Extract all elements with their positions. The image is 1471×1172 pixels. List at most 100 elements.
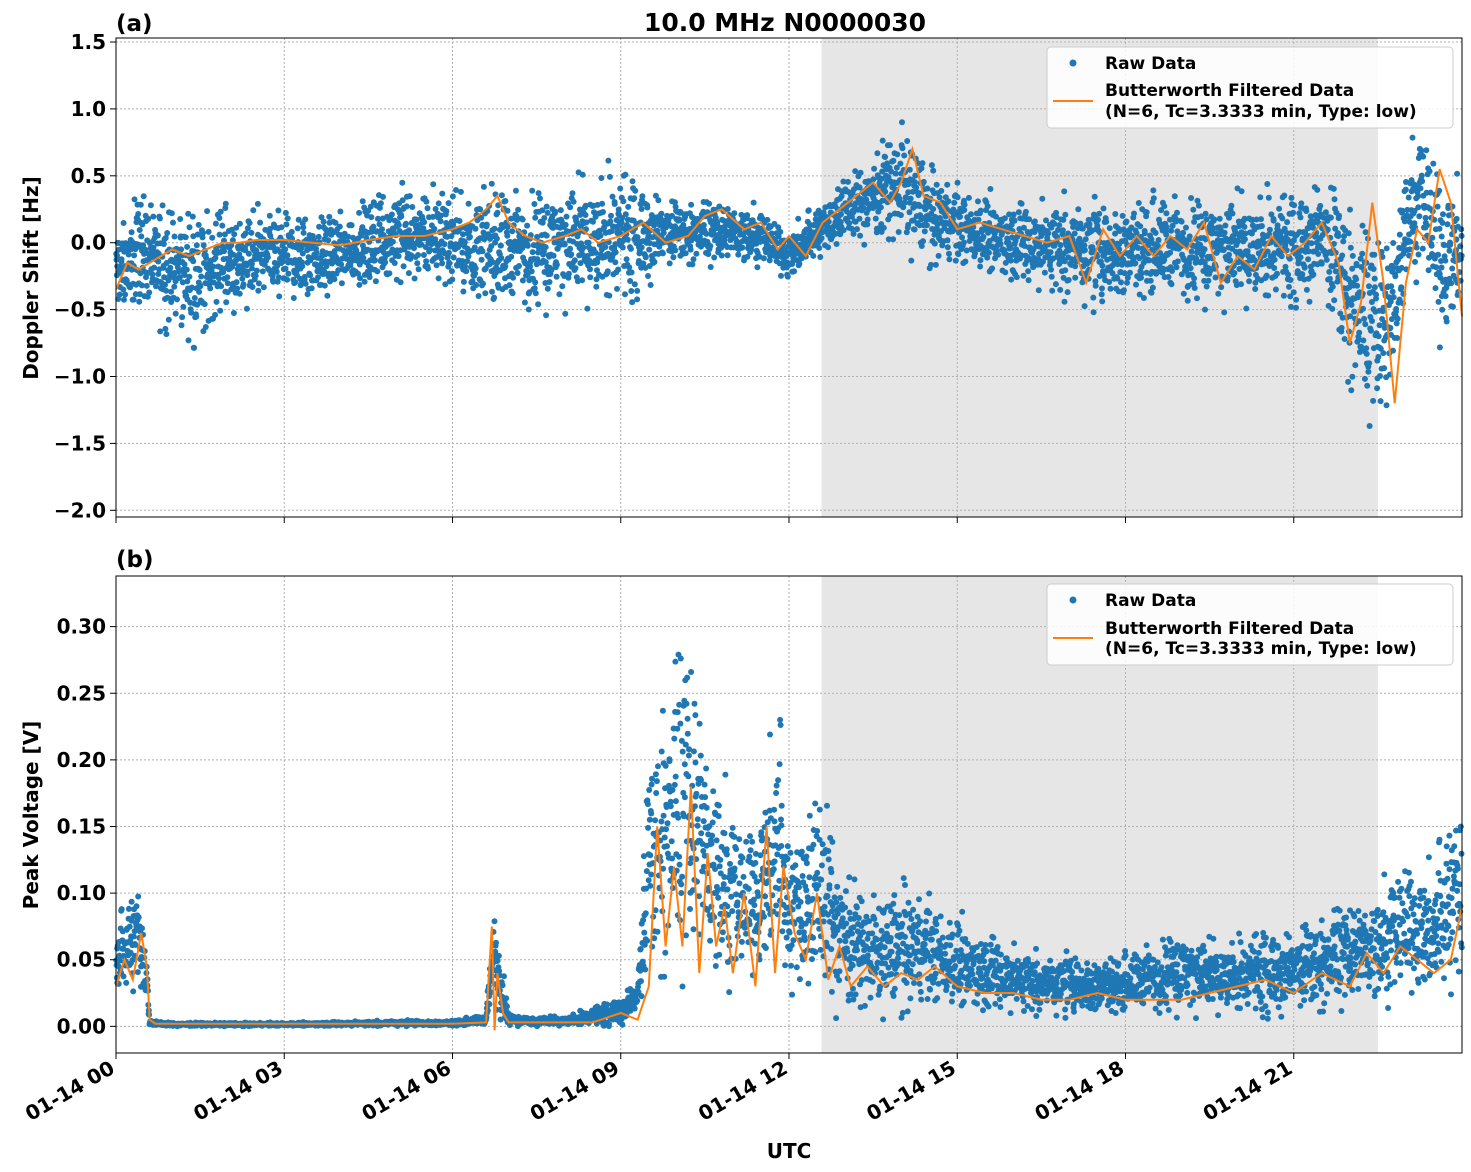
raw-data-point <box>304 291 311 298</box>
raw-data-point <box>1318 260 1325 267</box>
raw-data-point <box>977 257 984 264</box>
raw-data-point <box>246 220 253 226</box>
raw-data-point <box>1148 289 1155 296</box>
raw-data-point <box>221 248 227 255</box>
raw-data-point <box>1380 350 1387 357</box>
raw-data-point <box>509 228 516 235</box>
raw-data-point <box>461 239 468 246</box>
raw-data-point <box>1174 258 1181 265</box>
raw-data-point <box>1276 205 1283 212</box>
raw-data-point <box>631 195 638 202</box>
raw-data-point <box>1442 293 1449 300</box>
raw-data-point <box>1221 229 1228 236</box>
raw-data-point <box>1448 280 1455 287</box>
raw-data-point <box>606 173 613 180</box>
raw-data-point <box>739 244 746 251</box>
y-tick-label: −1.5 <box>54 431 106 455</box>
raw-data-point <box>846 220 853 227</box>
raw-data-point <box>1298 200 1305 207</box>
raw-data-point <box>1168 227 1175 234</box>
raw-data-point <box>331 248 338 255</box>
raw-data-point <box>388 211 395 218</box>
raw-data-point <box>1180 290 1187 297</box>
raw-data-point <box>432 206 439 212</box>
raw-data-point <box>446 260 453 267</box>
raw-data-point <box>1310 271 1317 278</box>
raw-data-point <box>1229 210 1236 217</box>
raw-data-point <box>1363 350 1370 357</box>
raw-data-point <box>634 287 641 294</box>
raw-data-point <box>1443 318 1450 325</box>
raw-data-point <box>1440 211 1446 218</box>
raw-data-point <box>1002 259 1009 266</box>
raw-data-point <box>1447 241 1454 248</box>
x-ticks-a <box>115 517 1295 523</box>
raw-data-point <box>1439 306 1446 313</box>
raw-data-point <box>534 233 541 240</box>
raw-data-point <box>1362 229 1369 236</box>
raw-data-point <box>1264 181 1271 187</box>
raw-data-point <box>593 283 600 290</box>
raw-data-point <box>338 280 345 287</box>
raw-data-point <box>194 231 201 238</box>
raw-data-point <box>1096 210 1103 217</box>
raw-data-point <box>672 247 679 254</box>
raw-data-point <box>1354 282 1361 289</box>
raw-data-point <box>1062 267 1069 274</box>
raw-data-point <box>1439 219 1446 226</box>
raw-data-point <box>273 268 280 275</box>
raw-data-point <box>651 259 658 265</box>
raw-data-point <box>1274 270 1280 277</box>
raw-data-point <box>494 209 501 216</box>
y-tick-label: 0.0 <box>71 231 106 255</box>
raw-data-point <box>420 252 427 258</box>
raw-data-point <box>164 230 171 236</box>
raw-data-point <box>243 305 250 312</box>
raw-data-point <box>1007 257 1014 264</box>
raw-data-point <box>498 192 505 199</box>
raw-data-point <box>1137 223 1144 230</box>
raw-data-point <box>552 208 559 215</box>
raw-data-point <box>212 311 219 318</box>
raw-data-point <box>735 251 742 258</box>
raw-data-point <box>622 291 628 298</box>
raw-data-point <box>615 266 622 273</box>
raw-data-point <box>795 215 802 222</box>
raw-data-point <box>872 215 879 222</box>
raw-data-point <box>911 226 918 233</box>
raw-data-point <box>133 903 140 910</box>
raw-data-point <box>1052 281 1059 288</box>
raw-data-point <box>676 217 683 224</box>
raw-data-point <box>1371 251 1378 258</box>
raw-data-point <box>399 197 406 204</box>
raw-data-point <box>197 283 204 290</box>
raw-data-point <box>1165 274 1172 280</box>
raw-data-point <box>118 256 125 263</box>
raw-data-point <box>543 232 550 239</box>
raw-data-point <box>337 208 344 215</box>
raw-data-point <box>1015 209 1022 216</box>
raw-data-point <box>1141 230 1148 237</box>
raw-data-point <box>1191 285 1198 291</box>
raw-data-point <box>453 187 459 193</box>
raw-data-point <box>605 157 612 164</box>
raw-data-point <box>519 277 526 284</box>
raw-data-point <box>361 278 368 285</box>
raw-data-point <box>462 263 469 270</box>
raw-data-point <box>944 181 951 188</box>
raw-data-point <box>897 160 904 167</box>
raw-data-point <box>259 268 266 275</box>
raw-data-point <box>930 206 937 212</box>
raw-data-point <box>1022 208 1029 215</box>
raw-data-point <box>445 249 452 256</box>
raw-data-point <box>1308 240 1315 247</box>
raw-data-point <box>1290 209 1297 216</box>
raw-data-point <box>1163 231 1170 238</box>
raw-data-point <box>622 171 629 178</box>
raw-data-point <box>375 215 381 222</box>
raw-data-point <box>356 281 363 288</box>
raw-data-point <box>977 263 984 270</box>
raw-data-point <box>445 200 452 207</box>
raw-data-point <box>1018 200 1025 207</box>
raw-data-point <box>604 268 611 275</box>
